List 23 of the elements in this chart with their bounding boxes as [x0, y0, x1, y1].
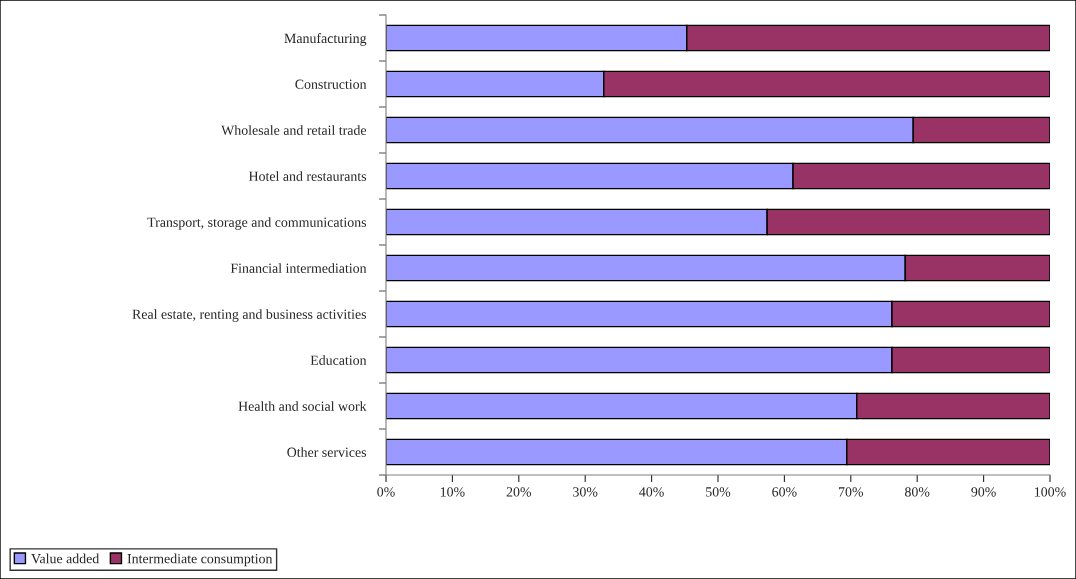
y-tick-label: Construction: [295, 79, 367, 89]
x-tick-label: 30%: [573, 487, 598, 497]
y-tick-label: Health and social work: [238, 401, 367, 411]
x-tick-label: 70%: [838, 487, 864, 497]
x-tick-label: 50%: [706, 487, 731, 497]
legend-label: Value added: [31, 553, 100, 564]
x-tick-label: 0%: [377, 487, 395, 497]
y-tick-label: Real estate, renting and business activities: [132, 309, 367, 322]
y-tick-label: Other services: [287, 447, 367, 457]
x-tick-label: 20%: [506, 487, 532, 497]
legend-label: Intermediate consumption: [127, 553, 273, 567]
y-tick-label: Transport, storage and communications: [147, 217, 367, 230]
y-tick-label: Manufacturing: [284, 33, 367, 46]
x-tick-label: 80%: [905, 487, 930, 497]
y-tick-label: Hotel and restaurants: [248, 171, 367, 181]
x-tick-label: 90%: [971, 487, 996, 497]
x-tick-label: 10%: [440, 487, 465, 497]
x-tick-label: 60%: [772, 487, 797, 497]
x-tick-label: 40%: [639, 487, 664, 497]
y-tick-label: Financial intermediation: [230, 263, 367, 273]
y-tick-label: Education: [310, 355, 367, 365]
x-tick-label: 100%: [1035, 487, 1066, 497]
y-tick-label: Wholesale and retail trade: [221, 125, 367, 136]
